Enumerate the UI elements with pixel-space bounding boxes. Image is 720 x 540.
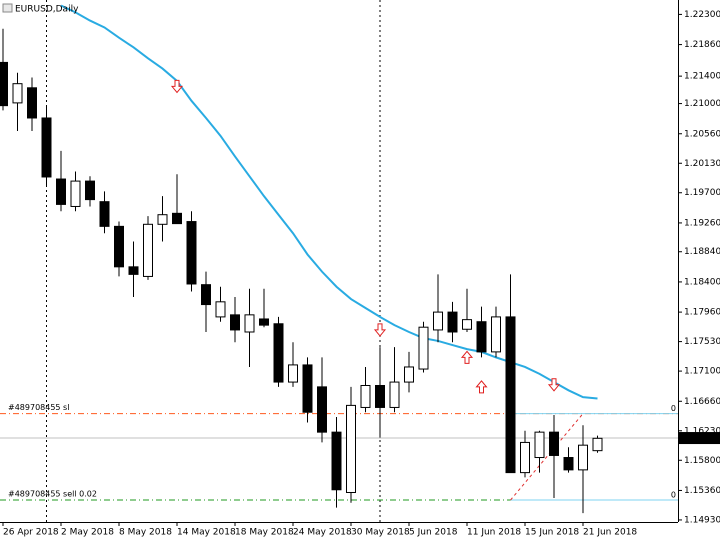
chart-title: EURUSD,Daily (15, 5, 79, 15)
signal-arrow (547, 378, 561, 392)
x-tick-label: 14 May 2018 (177, 528, 236, 538)
candle-body (0, 61, 8, 107)
candle-body (578, 444, 588, 471)
candle-body (172, 212, 182, 225)
y-tick-label: 1.21860 (684, 40, 720, 50)
candle-body (186, 221, 197, 285)
candle-body (476, 321, 487, 353)
x-tick-label: 21 Jun 2018 (583, 528, 637, 538)
y-tick-label: 1.18400 (684, 277, 720, 287)
y-tick-label: 1.16230 (684, 426, 720, 436)
y-tick-label: 1.17960 (684, 308, 720, 318)
x-tick-label: 15 Jun 2018 (525, 528, 579, 538)
x-tick-label: 5 Jun 2018 (409, 528, 458, 538)
signal-arrow (475, 380, 488, 394)
y-tick-label: 1.19260 (684, 218, 720, 228)
candle-body (230, 314, 240, 331)
candle-body (201, 284, 211, 306)
candle-body (259, 318, 269, 326)
y-tick-label: 1.20130 (684, 159, 720, 169)
y-tick-label: 1.15360 (684, 486, 720, 496)
candle-body (549, 431, 559, 456)
x-tick-label: 30 May 2018 (351, 528, 410, 538)
trade-line (510, 413, 584, 501)
x-tick-label: 26 Apr 2018 (3, 528, 59, 538)
candle-body (491, 316, 501, 353)
y-tick-label: 1.21000 (684, 99, 720, 109)
y-tick-label: 1.17100 (684, 367, 720, 377)
candle-body (346, 404, 356, 494)
candle-body (404, 366, 414, 383)
candle-body (418, 326, 429, 370)
y-tick-label: 1.17530 (684, 337, 720, 347)
order-level-label: 0 (671, 491, 676, 500)
y-tick-label: 1.16660 (684, 397, 720, 407)
candle-body (27, 87, 37, 119)
candle-body (70, 180, 81, 207)
candle-body (563, 457, 574, 471)
x-tick-label: 2 May 2018 (61, 528, 114, 538)
x-tick-label: 24 May 2018 (293, 528, 352, 538)
y-tick-label: 1.20560 (684, 129, 720, 139)
candle-body (215, 301, 226, 318)
order-level-label: 0 (671, 404, 676, 413)
candle-body (331, 431, 342, 491)
x-tick-label: 11 Jun 2018 (467, 528, 521, 538)
candle-body (99, 201, 110, 227)
x-tick-label: 8 May 2018 (119, 528, 172, 538)
candle-body (41, 117, 52, 178)
candle-body (128, 266, 139, 275)
candle-body (56, 178, 66, 205)
candle-body (317, 386, 327, 433)
x-tick-label: 18 May 2018 (235, 528, 294, 538)
candle-body (302, 364, 313, 413)
signal-arrow (170, 79, 184, 94)
candle-body (375, 384, 385, 408)
y-tick-label: 1.22300 (684, 10, 720, 20)
candle-body (273, 323, 284, 383)
current-price-badge (679, 432, 720, 445)
candle-body (360, 384, 371, 408)
current-price-label: 1.16124 (684, 434, 720, 444)
candle-body (85, 180, 95, 201)
candle-body (534, 431, 545, 459)
candle-body (462, 319, 472, 330)
title-icon (2, 3, 13, 13)
candle-body (505, 316, 516, 474)
candle-body (157, 214, 168, 225)
candle-body (244, 314, 255, 333)
signal-arrow (373, 323, 387, 337)
candle-body (389, 381, 400, 408)
candle-body (288, 364, 298, 383)
candle-body (143, 223, 153, 277)
y-tick-label: 1.18840 (684, 247, 720, 257)
y-tick-label: 1.21400 (684, 72, 720, 82)
candle-body (447, 311, 458, 333)
y-tick-label: 1.14930 (684, 515, 720, 525)
candle-body (12, 83, 23, 104)
candle-body (520, 441, 530, 474)
order-label: #489708455 sell 0.02 (8, 490, 97, 499)
signal-arrow (460, 350, 474, 364)
plot-area (0, 0, 678, 522)
candle-body (114, 225, 124, 268)
y-tick-label: 1.19700 (684, 188, 720, 198)
y-tick-label: 1.15800 (684, 456, 720, 466)
order-label: #489708455 sl (8, 403, 69, 412)
candle-body (592, 437, 603, 452)
candle-body (433, 311, 443, 331)
